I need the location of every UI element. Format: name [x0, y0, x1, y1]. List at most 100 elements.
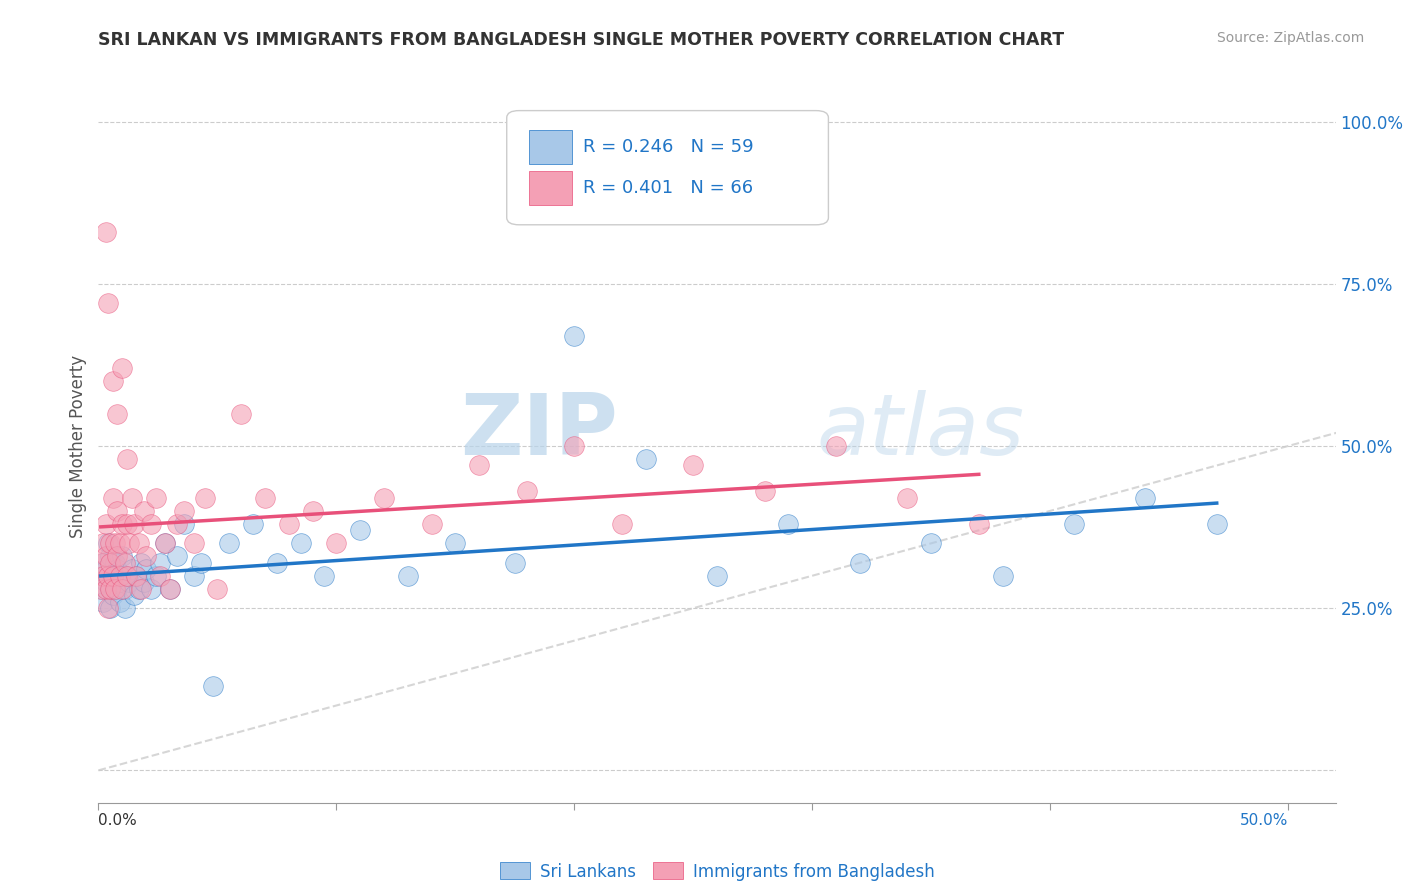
- Point: [562, 439, 585, 453]
- Point: [98, 549, 121, 564]
- Point: [115, 452, 138, 467]
- Point: [503, 556, 526, 570]
- Point: [111, 549, 134, 564]
- Point: [207, 582, 229, 596]
- Point: [967, 516, 990, 531]
- Point: [516, 484, 538, 499]
- Point: [101, 568, 124, 582]
- Point: [98, 582, 121, 596]
- Point: [128, 536, 150, 550]
- Point: [114, 582, 136, 596]
- Point: [111, 361, 134, 376]
- Point: [420, 516, 443, 531]
- Point: [121, 491, 143, 505]
- Point: [97, 568, 120, 582]
- Point: [373, 491, 395, 505]
- Point: [825, 439, 848, 453]
- Point: [444, 536, 467, 550]
- Point: [128, 582, 150, 596]
- Text: R = 0.401   N = 66: R = 0.401 N = 66: [583, 178, 754, 196]
- Point: [183, 568, 205, 582]
- Text: 50.0%: 50.0%: [1240, 813, 1288, 828]
- Point: [153, 536, 176, 550]
- Point: [90, 582, 112, 596]
- Point: [107, 562, 129, 576]
- Point: [90, 582, 112, 596]
- Point: [104, 556, 127, 570]
- Point: [94, 549, 117, 564]
- Point: [101, 588, 124, 602]
- Point: [98, 601, 121, 615]
- Point: [97, 568, 120, 582]
- Point: [98, 536, 121, 550]
- Point: [118, 575, 141, 590]
- Point: [145, 491, 167, 505]
- Point: [468, 458, 491, 473]
- Point: [94, 225, 117, 239]
- Point: [349, 524, 371, 538]
- Point: [132, 504, 155, 518]
- Point: [314, 568, 336, 582]
- Point: [121, 562, 143, 576]
- Point: [101, 374, 124, 388]
- Point: [135, 549, 157, 564]
- Point: [754, 484, 776, 499]
- Point: [125, 568, 148, 582]
- Point: [682, 458, 704, 473]
- Point: [115, 568, 138, 582]
- Point: [920, 536, 942, 550]
- Point: [253, 491, 276, 505]
- Point: [107, 407, 129, 421]
- Point: [1063, 516, 1085, 531]
- Point: [325, 536, 347, 550]
- Legend: Sri Lankans, Immigrants from Bangladesh: Sri Lankans, Immigrants from Bangladesh: [494, 855, 941, 888]
- Text: 0.0%: 0.0%: [98, 813, 138, 828]
- Point: [634, 452, 657, 467]
- Point: [190, 556, 212, 570]
- Point: [91, 595, 114, 609]
- Point: [111, 516, 134, 531]
- Point: [94, 582, 117, 596]
- Point: [218, 536, 240, 550]
- Point: [98, 556, 121, 570]
- Point: [125, 568, 148, 582]
- Point: [139, 516, 162, 531]
- Point: [91, 536, 114, 550]
- Point: [101, 491, 124, 505]
- Point: [396, 568, 419, 582]
- Bar: [529, 170, 572, 205]
- Point: [610, 516, 633, 531]
- Point: [991, 568, 1014, 582]
- Point: [98, 582, 121, 596]
- Point: [115, 568, 138, 582]
- Point: [97, 536, 120, 550]
- Point: [159, 582, 181, 596]
- Point: [111, 582, 134, 596]
- Point: [166, 516, 188, 531]
- Point: [266, 556, 288, 570]
- Point: [139, 582, 162, 596]
- Point: [129, 582, 152, 596]
- Point: [173, 516, 195, 531]
- Text: ZIP: ZIP: [460, 390, 619, 474]
- Point: [94, 575, 117, 590]
- Point: [118, 536, 141, 550]
- Point: [849, 556, 872, 570]
- Point: [145, 568, 167, 582]
- Point: [1135, 491, 1157, 505]
- Point: [107, 549, 129, 564]
- Point: [114, 556, 136, 570]
- Text: SRI LANKAN VS IMMIGRANTS FROM BANGLADESH SINGLE MOTHER POVERTY CORRELATION CHART: SRI LANKAN VS IMMIGRANTS FROM BANGLADESH…: [98, 31, 1064, 49]
- Point: [101, 568, 124, 582]
- Point: [159, 582, 181, 596]
- Bar: [529, 130, 572, 164]
- Point: [122, 588, 145, 602]
- Point: [562, 328, 585, 343]
- Text: Source: ZipAtlas.com: Source: ZipAtlas.com: [1216, 31, 1364, 45]
- Point: [107, 582, 129, 596]
- Point: [91, 556, 114, 570]
- Point: [114, 601, 136, 615]
- Point: [108, 575, 131, 590]
- Point: [290, 536, 312, 550]
- Point: [97, 296, 120, 310]
